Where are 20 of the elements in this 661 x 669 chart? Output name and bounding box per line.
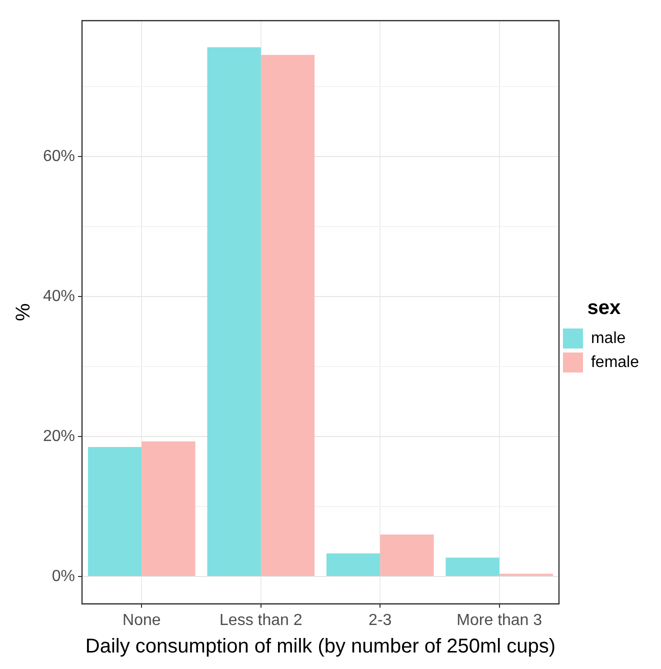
legend-title: sex bbox=[587, 297, 621, 320]
legend-label: male bbox=[590, 330, 626, 347]
legend-label: female bbox=[590, 354, 640, 371]
y-axis-title: % bbox=[12, 303, 35, 322]
y-tick-label: 0% bbox=[52, 568, 76, 585]
x-axis-title: Daily consumption of milk (by number of 250ml cups) bbox=[85, 636, 556, 658]
x-tick-label: 2-3 bbox=[368, 612, 392, 629]
x-tick-label: More than 3 bbox=[456, 612, 542, 629]
bar bbox=[446, 558, 500, 576]
bar bbox=[88, 446, 142, 576]
y-tick-label: 60% bbox=[42, 148, 76, 165]
bar bbox=[207, 47, 261, 576]
x-tick-label: Less than 2 bbox=[220, 612, 302, 629]
y-tick-label: 40% bbox=[42, 288, 76, 305]
bar bbox=[380, 534, 434, 576]
bar bbox=[260, 54, 315, 576]
x-tick-label: None bbox=[122, 612, 161, 629]
bar bbox=[326, 553, 380, 576]
y-tick-label: 20% bbox=[42, 428, 76, 445]
bar bbox=[142, 441, 196, 576]
